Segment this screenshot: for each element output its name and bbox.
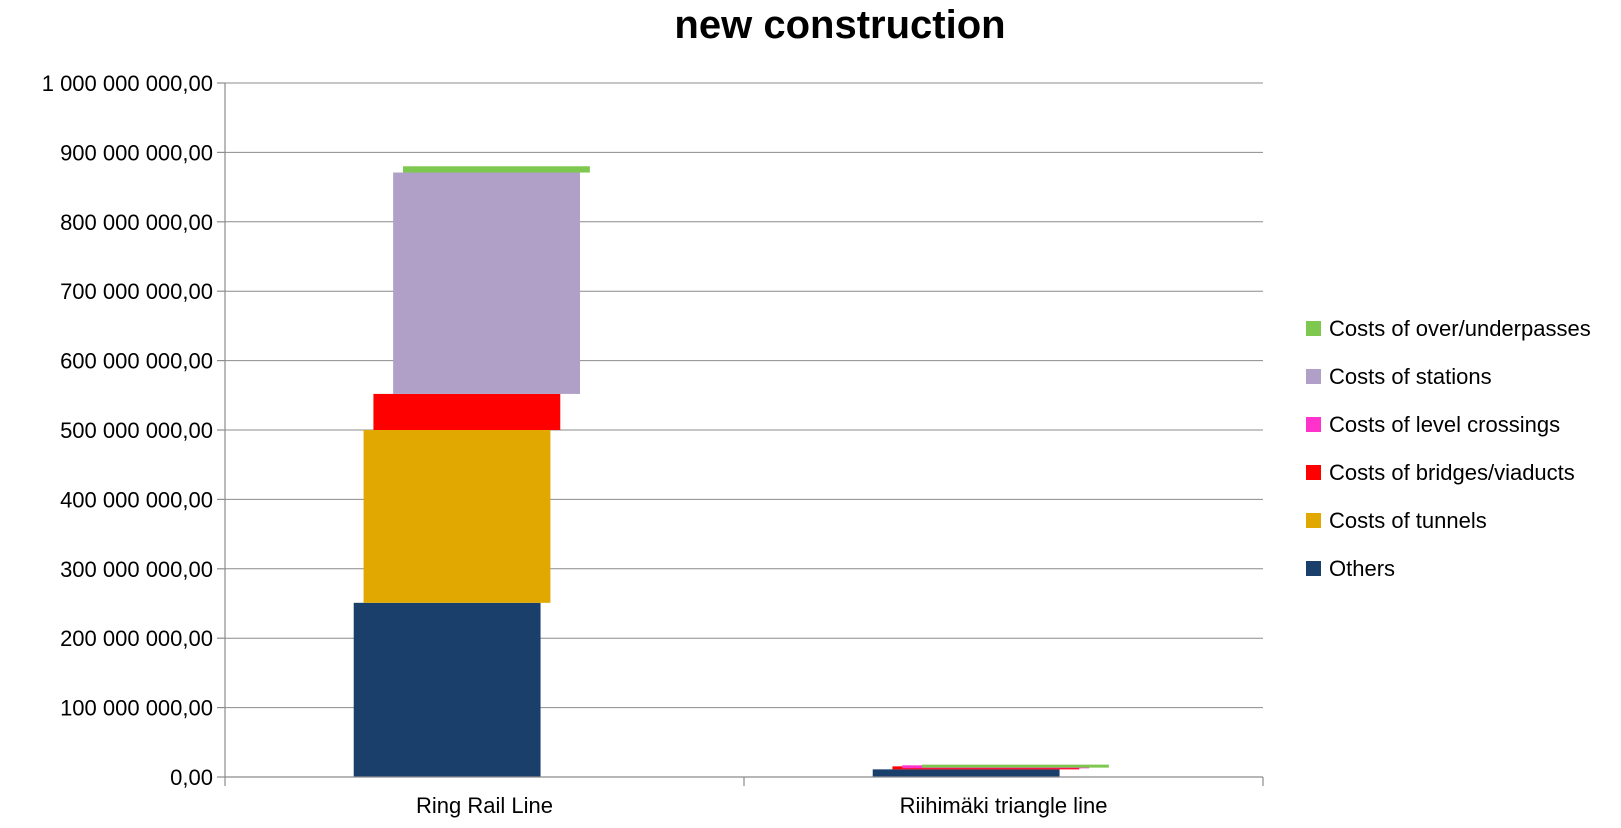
bar-segment <box>403 166 590 173</box>
bar-segment <box>922 764 1109 768</box>
y-tick-label: 1 000 000 000,00 <box>42 71 213 96</box>
legend-label: Others <box>1329 556 1395 581</box>
legend-swatch <box>1306 561 1321 576</box>
bar-segment <box>872 769 1060 777</box>
y-tick-label: 500 000 000,00 <box>60 418 213 443</box>
bar-segment <box>363 430 551 603</box>
axes: 0,00 100 000 000,00 200 000 000,00 300 000 … <box>42 71 1264 818</box>
chart-title: new construction <box>674 3 1005 47</box>
y-tick-label: 300 000 000,00 <box>60 557 213 582</box>
x-tick-label: Ring Rail Line <box>416 793 553 818</box>
legend-label: Costs of stations <box>1329 364 1492 389</box>
bars <box>353 166 1109 777</box>
y-tick-label: 600 000 000,00 <box>60 349 213 374</box>
bar-segment <box>373 393 561 430</box>
legend-swatch <box>1306 321 1321 336</box>
legend-label: Costs of tunnels <box>1329 508 1487 533</box>
bar-segment <box>393 172 580 394</box>
y-tick-label: 700 000 000,00 <box>60 279 213 304</box>
legend-swatch <box>1306 465 1321 480</box>
legend-swatch <box>1306 513 1321 528</box>
legend: Costs of over/underpasses Costs of statio… <box>1306 316 1591 581</box>
legend-label: Costs of level crossings <box>1329 412 1560 437</box>
y-tick-label: 200 000 000,00 <box>60 626 213 651</box>
legend-label: Costs of bridges/viaducts <box>1329 460 1575 485</box>
x-tick-label: Riihimäki triangle line <box>900 793 1108 818</box>
y-tick-label: 800 000 000,00 <box>60 210 213 235</box>
y-tick-label: 900 000 000,00 <box>60 140 213 165</box>
legend-swatch <box>1306 417 1321 432</box>
y-tick-label: 100 000 000,00 <box>60 696 213 721</box>
y-tick-label: 0,00 <box>170 765 213 790</box>
legend-swatch <box>1306 369 1321 384</box>
bar-segment <box>353 602 541 777</box>
y-tick-label: 400 000 000,00 <box>60 487 213 512</box>
legend-label: Costs of over/underpasses <box>1329 316 1591 341</box>
